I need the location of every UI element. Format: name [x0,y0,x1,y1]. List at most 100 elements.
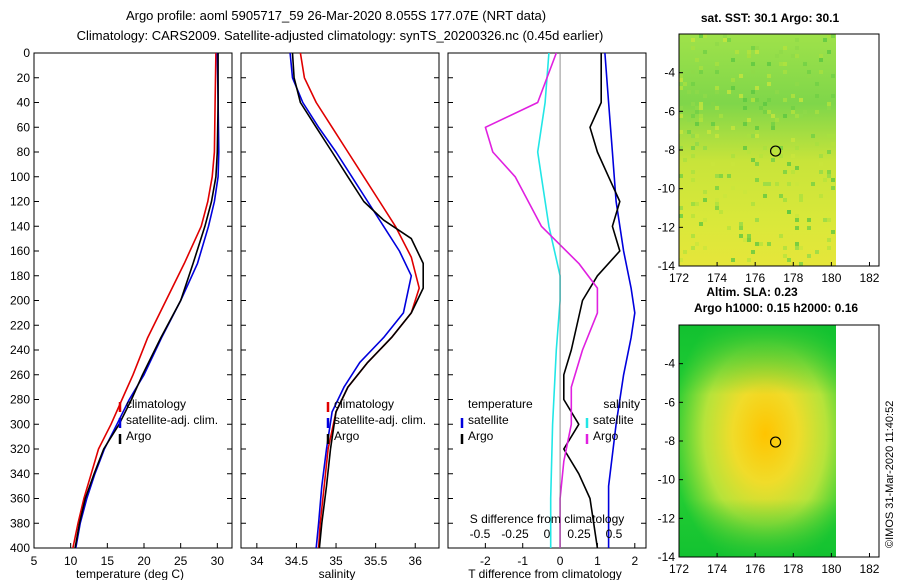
lon-tick-label: 176 [745,271,765,285]
sst-pixel [819,194,823,198]
sst-pixel [799,262,803,266]
sst-pixel [799,194,803,198]
legend-argo-label: Argo [126,429,152,443]
sst-pixel [807,218,811,222]
temperature-series [72,52,220,549]
sst-pixel [831,142,835,146]
sst-pixel [727,38,731,42]
sst-pixel [791,106,795,110]
sst-pixel [739,234,743,238]
sst-pixel [759,106,763,110]
lon-tick-label: 178 [783,562,803,576]
sst-pixel [711,122,715,126]
sst-pixel [699,34,703,38]
lat-tick-label: -10 [658,473,676,487]
x-tick-label: 2 [631,554,638,568]
sst-pixel [755,242,759,246]
sst-pixel [767,82,771,86]
sst-pixel [755,126,759,130]
s-tick-label: 0.5 [606,527,623,541]
sst-pixel [703,246,707,250]
sst-pixel [691,46,695,50]
sst-pixel [715,62,719,66]
temperature-x-label: temperature (deg C) [76,567,184,580]
sst-pixel [695,106,699,110]
salinity-legend: climatology satellite-adj. clim. Argo [326,397,426,444]
lat-tick-label: -6 [664,104,675,118]
sst-pixel [819,162,823,166]
sst-pixel [691,178,695,182]
sst-pixel [783,62,787,66]
lat-tick-label: -6 [664,395,675,409]
sst-pixel [691,154,695,158]
sst-pixel [739,74,743,78]
sst-pixel [751,70,755,74]
sst-pixel [695,242,699,246]
sst-pixel [715,202,719,206]
sst-pixel [743,238,747,242]
x-tick-label: 34.5 [285,554,309,568]
sst-pixel [767,74,771,78]
x-tick-label: 30 [211,554,225,568]
x-tick-label: 20 [137,554,151,568]
sst-pixel [691,234,695,238]
sst-pixel [819,170,823,174]
sst-pixel [803,110,807,114]
sst-pixel [795,246,799,250]
x-tick-label: 5 [31,554,38,568]
x-tick-label: 35.5 [364,554,388,568]
series-line-salinity-satellite [536,52,561,548]
depth-tick-label: 160 [10,244,30,258]
sst-pixel [827,246,831,250]
sst-pixel [751,46,755,50]
sst-pixel [699,66,703,70]
lat-tick-label: -14 [658,259,676,273]
lon-tick-label: 176 [745,562,765,576]
sst-pixel [795,114,799,118]
sst-pixel [791,170,795,174]
sst-pixel [763,102,767,106]
sst-pixel [747,234,751,238]
x-tick-label: 0 [557,554,564,568]
lon-tick-label: 182 [859,271,879,285]
sst-pixel [699,118,703,122]
sst-pixel [691,170,695,174]
sst-pixel [795,242,799,246]
sst-pixel [679,78,683,82]
lat-tick-label: -8 [664,434,675,448]
salinity-plot-frame [240,52,440,549]
sst-pixel [751,90,755,94]
sst-pixel [755,46,759,50]
series-line-temperature-argo [562,53,621,549]
difference-axis-ticks: -2 -1 0 1 2 [448,52,646,568]
sst-pixel [783,170,787,174]
sst-pixel [739,94,743,98]
sst-pixel [775,90,779,94]
sst-pixel [827,102,831,106]
sst-pixel [691,102,695,106]
sst-pixel [779,62,783,66]
sst-pixel [679,206,683,210]
title-line-2: Climatology: CARS2009. Satellite-adjuste… [77,28,604,43]
sst-pixel [747,238,751,242]
sst-pixel [727,174,731,178]
sst-pixel [807,74,811,78]
depth-tick-label: 20 [17,71,31,85]
sst-pixel [731,86,735,90]
legend-argo-label: Argo [334,429,360,443]
sst-pixel [703,190,707,194]
lon-tick-label: 174 [707,562,727,576]
lon-tick-label: 172 [669,562,689,576]
sst-pixel [779,234,783,238]
sst-pixel [711,162,715,166]
lon-tick-label: 180 [821,271,841,285]
sst-pixel [751,202,755,206]
sst-pixel [811,182,815,186]
sst-pixel [831,94,835,98]
lon-tick-label: 178 [783,271,803,285]
sst-pixel [755,218,759,222]
depth-tick-label: 220 [10,318,30,332]
sst-pixel [743,106,747,110]
